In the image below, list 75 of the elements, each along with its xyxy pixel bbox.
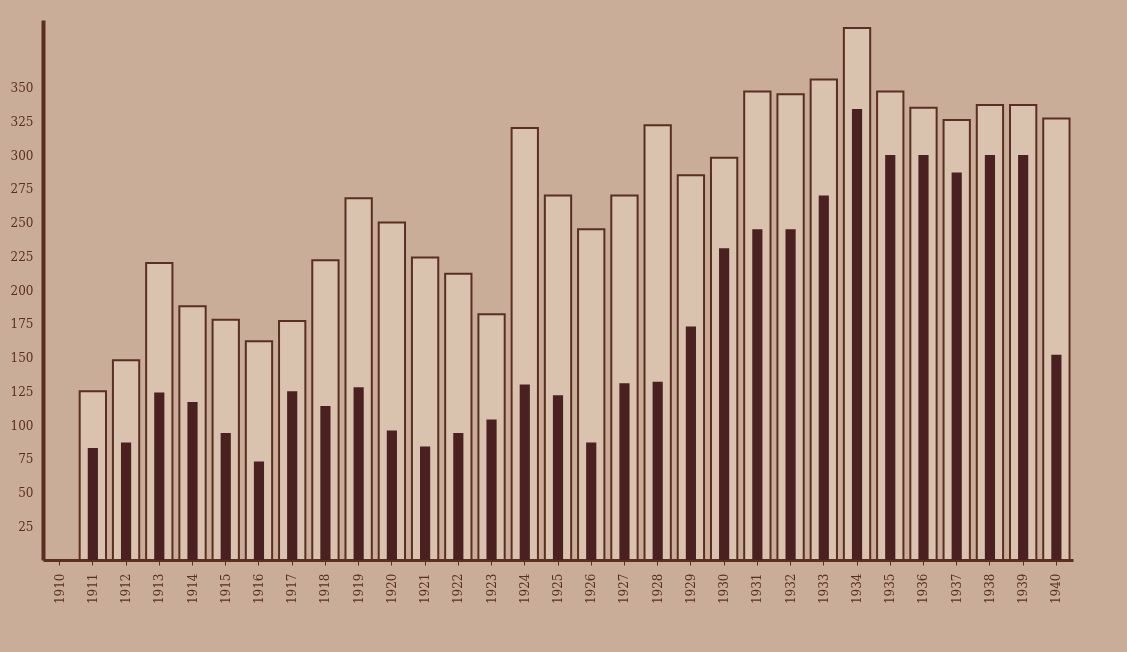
bar bbox=[187, 402, 198, 560]
x-tick-label: 1917 bbox=[285, 573, 300, 605]
bar bbox=[253, 461, 265, 560]
x-tick-label: 1938 bbox=[982, 573, 997, 605]
y-tick-label: 300 bbox=[10, 148, 34, 163]
bar bbox=[918, 155, 929, 560]
y-tick-label: 75 bbox=[18, 452, 34, 467]
x-tick-label: 1940 bbox=[1049, 573, 1064, 605]
x-tick-label: 1930 bbox=[717, 573, 732, 605]
x-tick-label: 1912 bbox=[119, 573, 134, 605]
y-tick-label: 200 bbox=[10, 283, 34, 298]
bar bbox=[87, 447, 98, 560]
bar bbox=[652, 381, 663, 560]
x-tick-label: 1923 bbox=[484, 573, 499, 605]
bar bbox=[586, 442, 597, 560]
x-tick-label: 1913 bbox=[152, 573, 167, 605]
bar bbox=[1018, 155, 1029, 560]
x-tick-label: 1921 bbox=[418, 573, 433, 605]
x-tick-label: 1910 bbox=[52, 573, 67, 605]
x-tick-label: 1926 bbox=[584, 573, 599, 605]
bar bbox=[486, 419, 497, 560]
bar bbox=[287, 391, 298, 560]
bar bbox=[951, 172, 962, 560]
y-tick-label: 100 bbox=[10, 418, 34, 433]
x-tick-label: 1911 bbox=[85, 573, 100, 605]
x-tick-label: 1922 bbox=[451, 573, 466, 605]
y-tick-label: 175 bbox=[10, 317, 34, 332]
bar bbox=[685, 326, 696, 560]
x-tick-label: 1928 bbox=[650, 573, 665, 605]
x-tick-label: 1919 bbox=[351, 573, 366, 605]
x-tick-label: 1936 bbox=[916, 573, 931, 605]
bar bbox=[984, 155, 996, 560]
bar bbox=[552, 395, 564, 560]
bar bbox=[420, 446, 431, 560]
x-tick-label: 1931 bbox=[750, 573, 765, 605]
bar bbox=[320, 406, 331, 560]
x-tick-label: 1915 bbox=[218, 573, 233, 605]
x-tick-label: 1924 bbox=[517, 573, 532, 605]
y-tick-label: 325 bbox=[10, 114, 34, 129]
x-tick-label: 1918 bbox=[318, 573, 333, 605]
bar bbox=[752, 229, 763, 560]
y-tick-label: 225 bbox=[10, 249, 34, 264]
x-tick-label: 1916 bbox=[251, 573, 266, 605]
y-tick-label: 150 bbox=[10, 351, 34, 365]
x-tick-label: 1939 bbox=[1016, 573, 1031, 605]
y-tick-label: 125 bbox=[10, 384, 34, 399]
x-tick-label: 1927 bbox=[617, 573, 632, 605]
bar bbox=[519, 384, 530, 560]
bar bbox=[154, 392, 165, 560]
bar bbox=[1051, 354, 1062, 560]
x-tick-label: 1935 bbox=[883, 573, 898, 605]
x-tick-label: 1914 bbox=[185, 573, 200, 605]
bar bbox=[818, 195, 829, 560]
y-tick-label: 275 bbox=[10, 182, 34, 197]
x-tick-label: 1925 bbox=[551, 573, 565, 605]
x-tick-label: 1929 bbox=[683, 573, 698, 605]
bar bbox=[120, 442, 132, 560]
y-tick-label: 250 bbox=[10, 216, 34, 230]
bar bbox=[220, 433, 231, 560]
bar bbox=[386, 430, 397, 560]
x-tick-label: 1937 bbox=[949, 573, 964, 605]
x-tick-label: 1920 bbox=[384, 573, 399, 605]
x-tick-label: 1932 bbox=[783, 573, 798, 605]
bar bbox=[785, 229, 796, 560]
bar bbox=[353, 387, 364, 560]
bar bbox=[719, 248, 730, 560]
bar bbox=[851, 109, 863, 560]
y-tick-label: 50 bbox=[18, 486, 34, 500]
x-tick-label: 1934 bbox=[850, 573, 865, 605]
y-tick-label: 25 bbox=[18, 519, 34, 534]
bar bbox=[885, 155, 896, 560]
bar bbox=[453, 433, 464, 560]
y-tick-label: 350 bbox=[10, 81, 34, 95]
x-tick-label: 1933 bbox=[816, 573, 831, 605]
bar bbox=[619, 383, 630, 560]
